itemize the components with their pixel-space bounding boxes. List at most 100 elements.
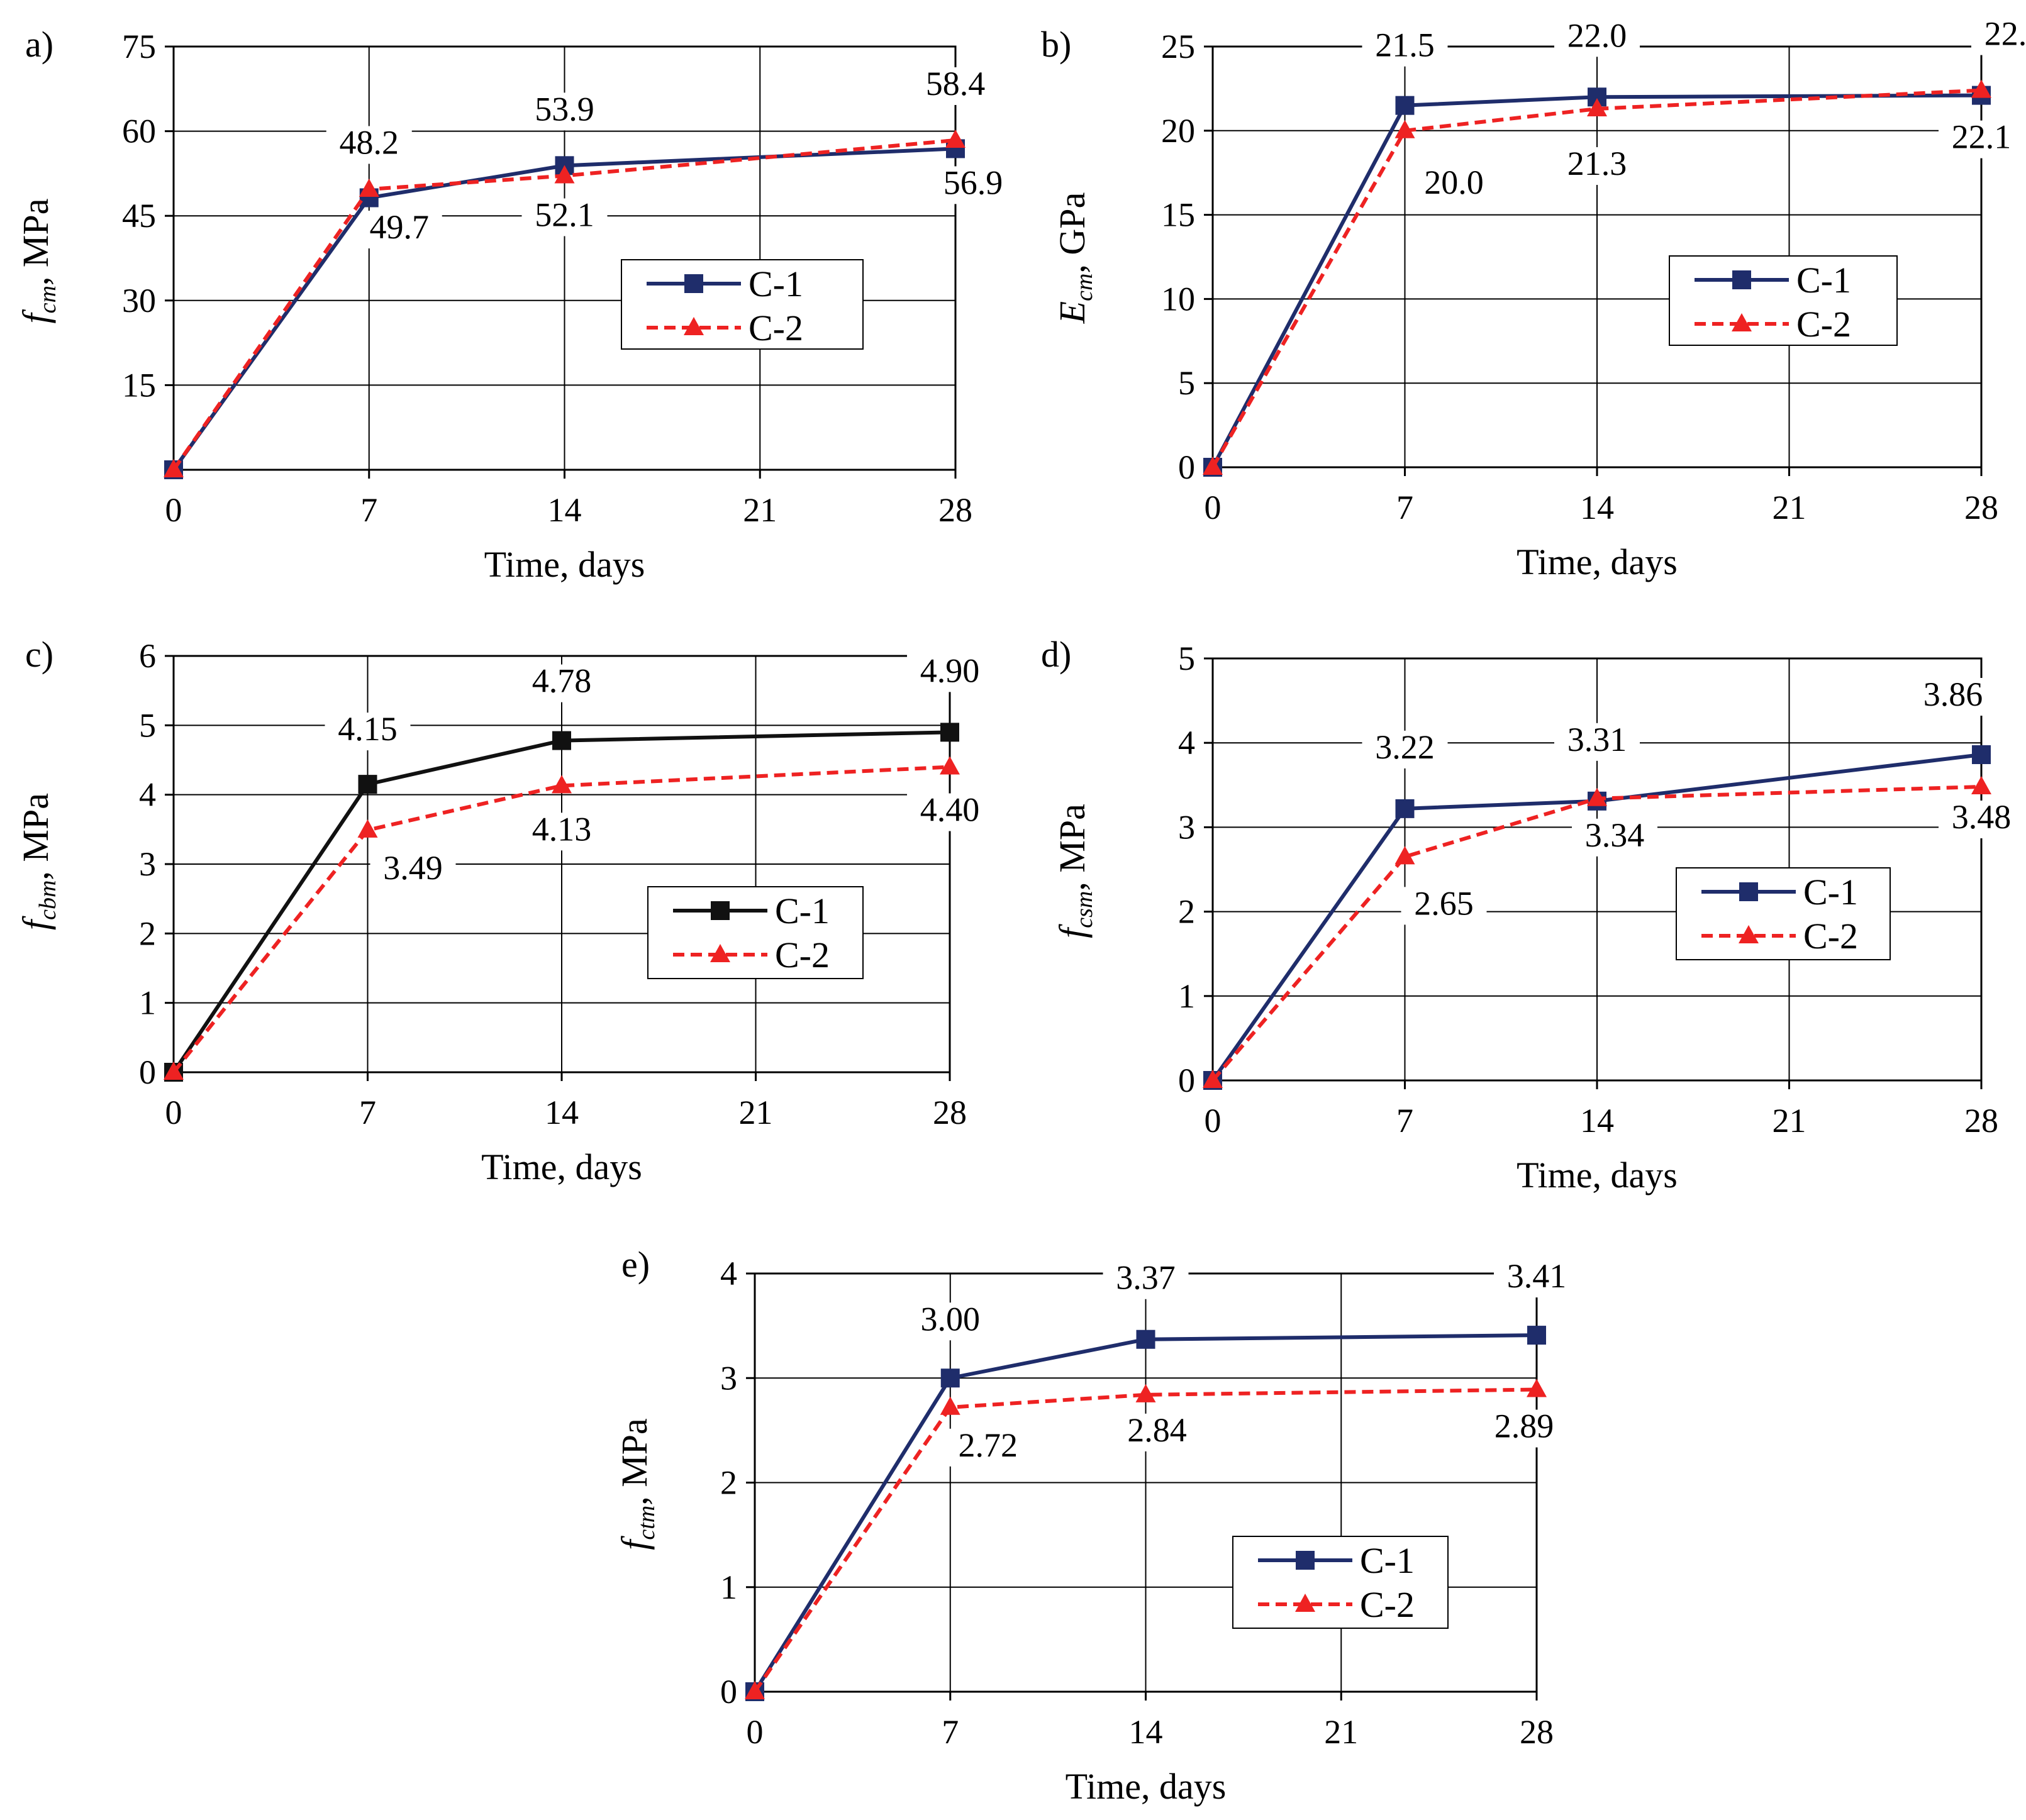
legend-label: C-2 — [1803, 916, 1858, 957]
legend-box — [621, 259, 864, 350]
x-tick-label: 28 — [1964, 1102, 1998, 1140]
y-axis-title: fcbm, MPa — [15, 793, 61, 930]
x-tick-label: 28 — [1964, 489, 1998, 526]
x-tick-label: 14 — [1580, 1102, 1614, 1140]
x-tick-label: 14 — [548, 491, 582, 529]
legend-box — [1232, 1536, 1449, 1629]
series-line-c-1 — [172, 730, 950, 1074]
data-point-triangle — [554, 165, 575, 184]
data-label-bg — [1554, 19, 1640, 57]
data-label-bg — [521, 92, 608, 131]
x-axis-title: Time, days — [1517, 1155, 1678, 1196]
series-line-c-1 — [1211, 753, 1982, 1082]
series-line-c-1 — [172, 147, 956, 471]
data-label-bg — [1494, 1260, 1579, 1298]
data-point-triangle — [1135, 1384, 1156, 1402]
y-axis-subscript: cbm — [35, 880, 61, 920]
data-label-bg — [1971, 17, 2026, 55]
legend-label: C-1 — [1360, 1540, 1415, 1581]
data-label: 2.65 — [1414, 884, 1474, 922]
data-label: 4.13 — [532, 810, 592, 848]
x-tick-label: 0 — [165, 1094, 182, 1131]
y-tick-label: 75 — [122, 28, 156, 65]
data-label-bg — [1939, 800, 2024, 838]
legend-square-marker — [1296, 1551, 1315, 1570]
legend-label: C-1 — [1796, 260, 1851, 301]
x-tick-label: 7 — [359, 1094, 376, 1131]
y-axis-title: Ecm, GPa — [1052, 192, 1098, 325]
y-tick-label: 0 — [1178, 448, 1195, 486]
data-label-bg — [1362, 730, 1448, 769]
data-label-bg — [1554, 147, 1640, 186]
y-tick-label: 3 — [720, 1359, 737, 1397]
chart-panel-d: 0 7 14 21 28 0 1 2 3 4 5 Time, days fcsm, MPa d) 3.22 3… — [1041, 634, 2024, 1196]
y-tick-label: 4 — [1178, 724, 1195, 762]
x-tick-label: 7 — [360, 491, 377, 529]
y-tick-label: 1 — [1178, 977, 1195, 1015]
y-tick-label: 0 — [139, 1053, 156, 1091]
chart-panel-a: 0 7 14 21 28 15 30 45 60 75 Time, days fcm, MPa a) 48… — [15, 24, 1016, 585]
data-point-triangle — [940, 1396, 960, 1415]
data-point-square — [1527, 1326, 1546, 1345]
x-tick-label: 21 — [1773, 1102, 1806, 1140]
y-tick-label: 1 — [720, 1568, 737, 1606]
data-label: 2.72 — [959, 1426, 1018, 1464]
y-tick-label: 5 — [1178, 640, 1195, 677]
data-point-square — [1136, 1329, 1155, 1349]
x-axis-title: Time, days — [481, 1146, 642, 1187]
data-label: 3.00 — [921, 1300, 981, 1338]
data-label: 3.22 — [1375, 728, 1435, 766]
y-tick-label: 15 — [122, 366, 156, 404]
data-label: 3.31 — [1567, 721, 1627, 758]
y-tick-label: 25 — [1161, 28, 1195, 65]
x-tick-label: 28 — [933, 1094, 967, 1131]
y-tick-label: 45 — [122, 197, 156, 235]
data-point-triangle — [945, 129, 966, 148]
data-label: 2.84 — [1127, 1411, 1187, 1449]
data-point-square — [940, 723, 959, 742]
x-tick-label: 21 — [1773, 489, 1806, 526]
y-tick-label: 1 — [139, 984, 156, 1022]
data-point-triangle — [1971, 775, 1991, 794]
x-tick-label: 7 — [942, 1713, 959, 1751]
legend-triangle-marker — [1295, 1594, 1315, 1612]
data-label: 56.9 — [943, 164, 1003, 201]
data-point-square — [1395, 799, 1415, 818]
data-point-triangle — [1203, 457, 1223, 475]
data-point-triangle — [357, 819, 378, 838]
data-label: 3.34 — [1585, 816, 1645, 854]
y-tick-label: 20 — [1161, 112, 1195, 150]
data-label: 20.0 — [1424, 164, 1484, 201]
y-tick-label: 5 — [1178, 364, 1195, 402]
data-point-triangle — [359, 179, 379, 197]
data-point-triangle — [164, 459, 184, 477]
data-point-square — [552, 731, 571, 750]
data-label: 22.4 — [1984, 15, 2026, 53]
legend: C-1C-2 — [1669, 255, 1898, 346]
data-label-bg — [519, 664, 604, 702]
y-axis-symbol: E — [1052, 301, 1093, 324]
legend: C-1C-2 — [1232, 1536, 1449, 1629]
series-line-c-2 — [172, 765, 950, 1074]
y-tick-label: 2 — [139, 914, 156, 952]
data-label: 22.0 — [1567, 16, 1627, 54]
y-axis-title: fctm, MPa — [614, 1418, 660, 1550]
legend-triangle-marker — [1732, 313, 1752, 331]
data-label-bg — [945, 1428, 1031, 1467]
y-axis-title: fcsm, MPa — [1052, 804, 1098, 938]
x-tick-label: 0 — [165, 491, 182, 529]
data-label-bg — [1411, 165, 1497, 204]
data-label-bg — [1910, 677, 1996, 716]
x-tick-label: 14 — [1129, 1713, 1163, 1751]
y-tick-label: 5 — [139, 706, 156, 744]
legend-box — [647, 886, 864, 979]
data-label: 21.5 — [1375, 26, 1435, 64]
x-tick-label: 21 — [1324, 1713, 1358, 1751]
series-line-c-2 — [753, 1387, 1537, 1693]
legend-label: C-2 — [1796, 304, 1851, 345]
data-label-bg — [1114, 1413, 1200, 1451]
x-tick-label: 21 — [739, 1094, 773, 1131]
y-axis-unit: , MPa — [15, 793, 56, 880]
data-label-bg — [521, 198, 608, 236]
